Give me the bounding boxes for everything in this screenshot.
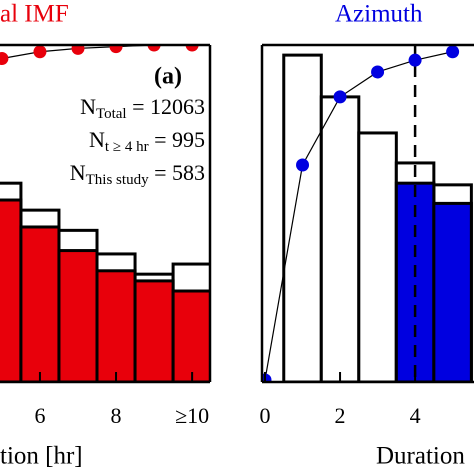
cumulative-point xyxy=(109,45,123,54)
cumulative-point xyxy=(147,45,161,52)
cumulative-point xyxy=(33,45,47,59)
chart-title: Azimuth xyxy=(335,1,423,28)
x-tick-label: 2 xyxy=(335,403,346,428)
bar xyxy=(432,201,473,382)
chart-title: al IMF xyxy=(0,1,69,28)
bar xyxy=(282,53,323,382)
bar xyxy=(133,279,175,382)
cumulative-point xyxy=(0,51,9,65)
annotation-sub: This study xyxy=(86,172,149,188)
annotation-value: = 995 xyxy=(149,127,205,152)
x-axis-label: tion [hr] xyxy=(0,443,83,470)
plot-area xyxy=(262,45,473,382)
annotation-text: N xyxy=(80,94,96,119)
bar xyxy=(0,198,23,382)
annotation-value: = 12063 xyxy=(127,94,205,119)
annotation-text: N xyxy=(70,160,86,185)
bar xyxy=(357,131,398,382)
bar xyxy=(95,269,137,382)
cumulative-point xyxy=(296,158,310,172)
annotation: NTotal = 12063 xyxy=(80,94,205,122)
plot-area xyxy=(0,45,210,382)
cumulative-point xyxy=(371,65,385,79)
x-tick-label: 4 xyxy=(410,403,421,428)
panel-label: (a) xyxy=(154,64,182,90)
x-axis-label: Duration xyxy=(376,443,465,470)
cumulative-point xyxy=(185,45,199,52)
x-tick-label: 6 xyxy=(34,403,45,428)
bar xyxy=(57,249,99,382)
annotation-sub: t ≥ 4 hr xyxy=(105,139,149,155)
cumulative-point xyxy=(333,90,347,104)
cumulative-point xyxy=(446,45,460,59)
annotation-sub: Total xyxy=(96,106,127,122)
x-tick-label: 8 xyxy=(111,403,122,428)
bar xyxy=(319,95,361,382)
bar xyxy=(19,225,61,382)
annotation-value: = 583 xyxy=(149,160,205,185)
annotation: NThis study = 583 xyxy=(70,160,205,188)
x-tick-label: 0 xyxy=(260,403,271,428)
cumulative-point xyxy=(408,53,422,67)
annotation-text: N xyxy=(89,127,105,152)
cumulative-line xyxy=(1,45,193,60)
cumulative-point xyxy=(71,45,85,55)
bar xyxy=(171,289,210,382)
x-tick-label: ≥10 xyxy=(175,403,209,428)
annotation: Nt ≥ 4 hr = 995 xyxy=(89,127,205,155)
